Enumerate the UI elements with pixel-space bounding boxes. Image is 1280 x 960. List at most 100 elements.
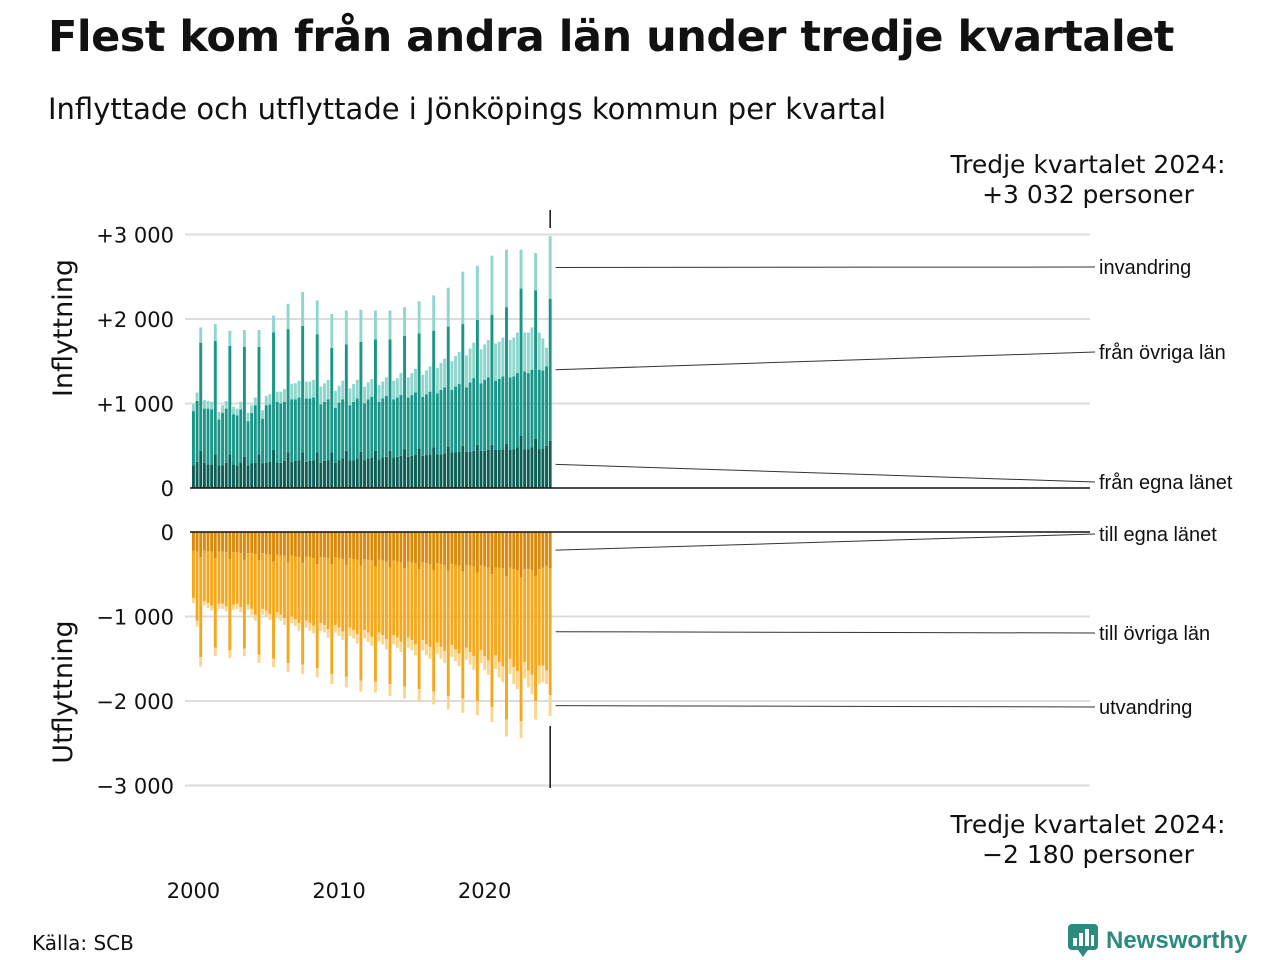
bar-inflow-other-county: [352, 401, 356, 461]
bar-inflow-immigration: [272, 315, 275, 333]
bar-inflow-immigration: [446, 287, 450, 327]
bar-inflow-immigration: [490, 255, 494, 315]
bar-inflow-other-county: [501, 376, 505, 450]
bar-outflow-emigration: [330, 673, 334, 685]
bar-inflow-immigration: [283, 389, 286, 402]
bar-outflow-own-county: [279, 532, 283, 556]
bar-outflow-own-county: [446, 532, 450, 571]
bar-outflow-other-county: [454, 564, 457, 650]
bar-inflow-immigration: [301, 291, 305, 326]
bar-outflow-other-county: [363, 559, 366, 631]
bar-outflow-own-county: [304, 532, 308, 557]
bar-outflow-emigration: [326, 629, 330, 638]
bar-inflow-other-county: [319, 404, 323, 463]
bar-inflow-own-county: [377, 459, 381, 488]
bar-inflow-immigration: [399, 373, 403, 396]
bar-inflow-immigration: [250, 405, 254, 413]
bar-outflow-own-county: [363, 532, 366, 560]
bar-outflow-other-county: [468, 565, 472, 652]
bar-inflow-other-county: [210, 409, 214, 465]
bar-inflow-immigration: [261, 410, 265, 419]
bar-inflow-immigration: [319, 386, 323, 405]
brand-logo[interactable]: Newsworthy: [1068, 924, 1247, 958]
bar-inflow-other-county: [377, 401, 381, 460]
annotation-top: Tredje kvartalet 2024: +3 032 personer: [940, 150, 1236, 210]
bar-inflow-own-county: [290, 461, 294, 488]
bar-inflow-own-county: [217, 465, 221, 488]
bar-outflow-own-county: [323, 532, 326, 558]
bar-inflow-immigration: [381, 381, 385, 399]
bar-inflow-other-county: [268, 404, 272, 462]
bar-outflow-other-county: [221, 551, 225, 604]
bar-inflow-own-county: [475, 444, 479, 488]
bar-inflow-immigration: [450, 361, 454, 390]
bar-outflow-emigration: [344, 676, 348, 688]
bar-outflow-emigration: [479, 650, 483, 663]
bar-outflow-emigration: [366, 632, 370, 642]
bar-outflow-emigration: [541, 665, 545, 683]
label-from-other-counties: från övriga län: [1099, 342, 1226, 364]
bar-inflow-immigration: [465, 355, 468, 388]
bar-outflow-emigration: [475, 701, 479, 716]
bar-inflow-immigration: [312, 379, 316, 398]
bar-outflow-other-county: [545, 565, 548, 671]
bar-inflow-other-county: [515, 373, 519, 448]
bar-outflow-emigration: [395, 637, 399, 648]
bar-outflow-own-county: [330, 532, 334, 565]
bar-inflow-own-county: [443, 453, 447, 488]
bar-outflow-emigration: [428, 646, 432, 659]
bar-outflow-own-county: [428, 532, 432, 565]
bar-outflow-own-county: [505, 532, 508, 576]
bar-outflow-own-county: [297, 532, 301, 558]
bar-inflow-other-county: [195, 400, 199, 462]
bar-inflow-immigration: [523, 332, 527, 372]
bar-outflow-other-county: [384, 561, 388, 640]
bar-outflow-emigration: [228, 650, 232, 658]
bar-outflow-other-county: [319, 557, 323, 624]
label-from-other-counties-leader: [555, 351, 1096, 371]
bar-outflow-emigration: [374, 681, 377, 693]
x-tick-label: 2020: [458, 879, 511, 903]
bar-inflow-own-county: [210, 464, 214, 488]
bar-inflow-other-county: [454, 386, 457, 453]
bar-inflow-own-county: [330, 452, 334, 488]
chart-subtitle: Inflyttade och utflyttade i Jönköpings k…: [48, 92, 887, 126]
bar-inflow-own-county: [232, 464, 235, 488]
bar-inflow-other-county: [264, 405, 268, 463]
bar-inflow-own-county: [323, 460, 326, 488]
bar-outflow-other-county: [515, 570, 519, 672]
bar-outflow-emigration: [537, 665, 541, 685]
bar-inflow-immigration: [479, 349, 483, 384]
bar-outflow-emigration: [435, 642, 439, 654]
bar-inflow-own-county: [246, 465, 250, 488]
bar-inflow-immigration: [333, 390, 337, 408]
bar-inflow-own-county: [384, 456, 388, 488]
bar-inflow-other-county: [399, 395, 403, 456]
bar-inflow-immigration: [421, 374, 425, 397]
bar-outflow-emigration: [472, 656, 476, 670]
bar-outflow-own-county: [224, 532, 228, 553]
bar-outflow-own-county: [519, 532, 523, 578]
bar-inflow-own-county: [261, 463, 265, 488]
bar-outflow-emigration: [359, 680, 363, 692]
bar-inflow-own-county: [410, 455, 414, 488]
bar-inflow-own-county: [519, 435, 523, 488]
bar-inflow-immigration: [501, 337, 505, 377]
bar-outflow-emigration: [272, 658, 275, 668]
bar-outflow-emigration: [424, 644, 428, 656]
bar-outflow-own-county: [548, 532, 552, 569]
bar-outflow-own-county: [192, 532, 195, 551]
y-tick-label-bottom: −2 000: [96, 690, 174, 714]
bar-outflow-own-county: [523, 532, 527, 570]
bar-inflow-own-county: [221, 465, 225, 488]
bar-outflow-emigration: [526, 670, 530, 688]
bar-outflow-own-county: [512, 532, 516, 570]
bar-outflow-emigration: [465, 647, 468, 660]
bar-outflow-own-county: [501, 532, 505, 569]
bar-inflow-own-county: [242, 456, 246, 488]
bar-outflow-own-county: [461, 532, 465, 572]
bar-outflow-other-county: [428, 564, 432, 647]
bar-inflow-other-county: [494, 380, 498, 450]
bar-inflow-immigration: [428, 366, 432, 392]
bar-outflow-emigration: [202, 601, 206, 606]
